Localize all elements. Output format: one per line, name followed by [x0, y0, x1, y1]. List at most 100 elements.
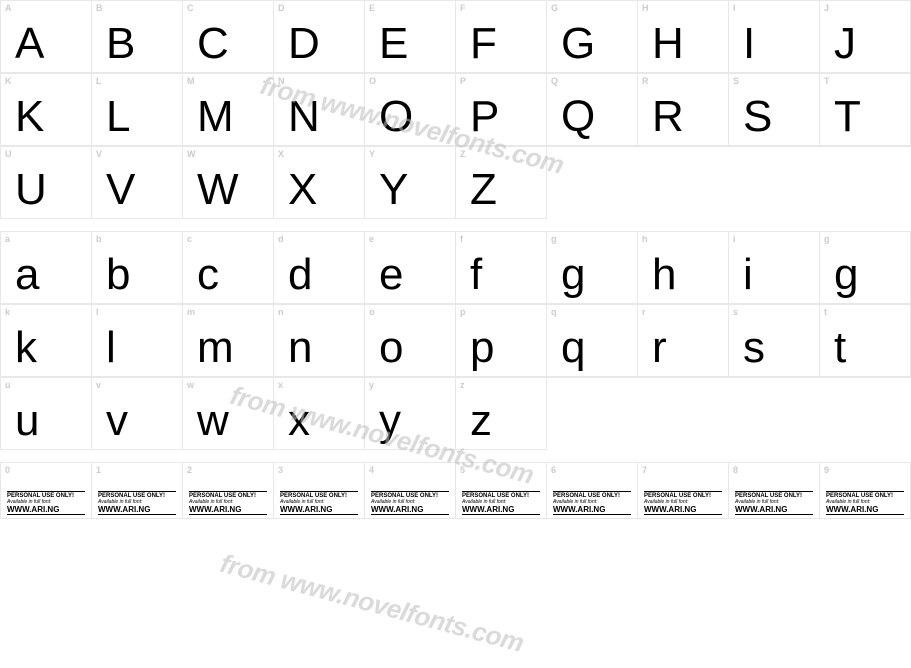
- cell-glyph: C: [197, 22, 228, 66]
- promo-block: PERSONAL USE ONLY!Available in full font…: [280, 491, 358, 516]
- glyph-cell: FF: [456, 1, 547, 73]
- glyph-cell: UU: [1, 147, 92, 219]
- glyph-cell: oo: [365, 305, 456, 377]
- cell-glyph: d: [288, 253, 311, 297]
- glyph-cell: 8 PERSONAL USE ONLY!Available in full fo…: [729, 463, 820, 519]
- cell-glyph: M: [197, 95, 233, 139]
- cell-glyph: B: [106, 22, 134, 66]
- glyph-cell: TT: [820, 74, 911, 146]
- cell-glyph: s: [743, 326, 764, 370]
- glyph-cell: NN: [274, 74, 365, 146]
- cell-glyph: h: [652, 253, 675, 297]
- promo-block: PERSONAL USE ONLY!Available in full font…: [7, 491, 85, 516]
- cell-glyph: K: [15, 95, 43, 139]
- cell-label: o: [369, 307, 375, 317]
- cell-label: D: [278, 3, 285, 13]
- cell-label: g: [551, 234, 557, 244]
- cell-glyph: N: [288, 95, 319, 139]
- cell-label: 1: [96, 465, 101, 475]
- cell-label: L: [96, 76, 102, 86]
- promo-line3: WWW.ARI.NG: [7, 505, 85, 514]
- glyph-cell: QQ: [547, 74, 638, 146]
- cell-label: z: [460, 380, 465, 390]
- cell-label: y: [369, 380, 374, 390]
- promo-line3: WWW.ARI.NG: [735, 505, 813, 514]
- cell-glyph: V: [106, 168, 134, 212]
- cell-glyph: w: [197, 399, 228, 443]
- cell-label: E: [369, 3, 375, 13]
- empty-cell: [820, 147, 911, 219]
- cell-glyph: c: [197, 253, 218, 297]
- glyph-cell: 2 PERSONAL USE ONLY!Available in full fo…: [183, 463, 274, 519]
- glyph-cell: GG: [547, 1, 638, 73]
- glyph-cell: DD: [274, 1, 365, 73]
- table-row: kk ll mm nn oo pp qq rr ss tt: [0, 304, 911, 377]
- cell-label: v: [96, 380, 101, 390]
- promo-block: PERSONAL USE ONLY!Available in full font…: [644, 491, 722, 516]
- glyph-cell: II: [729, 1, 820, 73]
- empty-cell: [547, 147, 638, 219]
- cell-glyph: v: [106, 399, 127, 443]
- table-row: KK LL MM NN OO PP QQ RR SS TT: [0, 73, 911, 146]
- cell-glyph: a: [15, 253, 38, 297]
- glyph-cell: aa: [1, 232, 92, 304]
- cell-glyph: l: [106, 326, 115, 370]
- cell-label: 3: [278, 465, 283, 475]
- promo-line3: WWW.ARI.NG: [644, 505, 722, 514]
- glyph-cell: BB: [92, 1, 183, 73]
- cell-label: V: [96, 149, 102, 159]
- promo-line3: WWW.ARI.NG: [280, 505, 358, 514]
- uppercase-section: AA BB CC DD EE FF GG HH II JJ KK LL MM N…: [0, 0, 911, 219]
- cell-label: N: [278, 76, 285, 86]
- cell-glyph: J: [834, 22, 855, 66]
- empty-cell: [638, 147, 729, 219]
- glyph-cell: VV: [92, 147, 183, 219]
- cell-glyph: k: [15, 326, 36, 370]
- cell-label: 0: [5, 465, 10, 475]
- lowercase-section: aa bb cc dd ee ff gg hh ii gg kk ll mm n…: [0, 231, 911, 450]
- cell-label: 9: [824, 465, 829, 475]
- cell-glyph: D: [288, 22, 319, 66]
- glyph-cell: cc: [183, 232, 274, 304]
- glyph-cell: tt: [820, 305, 911, 377]
- table-row: uu vv ww xx yy zz: [0, 377, 911, 450]
- cell-label: S: [733, 76, 739, 86]
- cell-label: x: [278, 380, 283, 390]
- cell-label: T: [824, 76, 830, 86]
- glyph-cell: 3 PERSONAL USE ONLY!Available in full fo…: [274, 463, 365, 519]
- cell-glyph: g: [834, 253, 857, 297]
- cell-glyph: E: [379, 22, 407, 66]
- glyph-cell: uu: [1, 378, 92, 450]
- cell-glyph: y: [379, 399, 400, 443]
- table-row: 0 PERSONAL USE ONLY!Available in full fo…: [0, 462, 911, 519]
- glyph-cell: 4 PERSONAL USE ONLY!Available in full fo…: [365, 463, 456, 519]
- cell-glyph: T: [834, 95, 860, 139]
- glyph-cell: 1 PERSONAL USE ONLY!Available in full fo…: [92, 463, 183, 519]
- cell-label: s: [733, 307, 738, 317]
- glyph-cell: 6 PERSONAL USE ONLY!Available in full fo…: [547, 463, 638, 519]
- glyph-cell: PP: [456, 74, 547, 146]
- promo-block: PERSONAL USE ONLY!Available in full font…: [553, 491, 631, 516]
- cell-glyph: P: [470, 95, 498, 139]
- cell-label: u: [5, 380, 11, 390]
- cell-glyph: z: [470, 399, 491, 443]
- digits-section: 0 PERSONAL USE ONLY!Available in full fo…: [0, 462, 911, 519]
- cell-glyph: F: [470, 22, 496, 66]
- cell-label: J: [824, 3, 829, 13]
- glyph-cell: 7 PERSONAL USE ONLY!Available in full fo…: [638, 463, 729, 519]
- glyph-cell: mm: [183, 305, 274, 377]
- watermark-text: from www.novelfonts.com: [217, 548, 527, 659]
- glyph-cell: ii: [729, 232, 820, 304]
- cell-label: f: [460, 234, 463, 244]
- cell-label: l: [96, 307, 99, 317]
- glyph-cell: 5 PERSONAL USE ONLY!Available in full fo…: [456, 463, 547, 519]
- cell-glyph: p: [470, 326, 493, 370]
- glyph-cell: gg: [820, 232, 911, 304]
- cell-label: U: [5, 149, 12, 159]
- table-row: aa bb cc dd ee ff gg hh ii gg: [0, 231, 911, 304]
- glyph-cell: ll: [92, 305, 183, 377]
- glyph-cell: rr: [638, 305, 729, 377]
- cell-glyph: R: [652, 95, 683, 139]
- cell-glyph: O: [379, 95, 412, 139]
- cell-label: m: [187, 307, 195, 317]
